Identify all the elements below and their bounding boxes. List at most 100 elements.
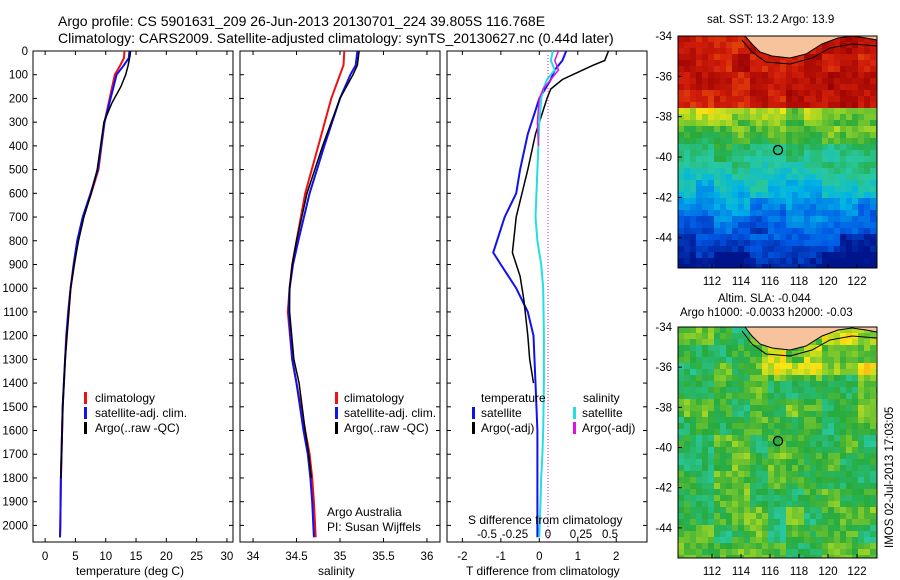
map-cell xyxy=(756,387,762,393)
map-cell xyxy=(864,435,870,441)
map-cell xyxy=(786,126,792,132)
map-cell xyxy=(816,138,822,144)
map-cell xyxy=(780,381,786,387)
map-cell xyxy=(750,459,756,465)
map-cell xyxy=(678,138,684,144)
depth-tick-label: 700 xyxy=(9,212,28,224)
map-cell xyxy=(840,84,846,90)
map-cell xyxy=(828,66,834,72)
map-cell xyxy=(864,393,870,399)
map-cell xyxy=(786,411,792,417)
map-cell xyxy=(840,186,846,192)
map-cell xyxy=(762,96,768,102)
map-cell xyxy=(852,90,858,96)
map-cell xyxy=(708,501,714,507)
map-cell xyxy=(816,555,822,558)
map-cell xyxy=(810,252,816,258)
map-cell xyxy=(738,252,744,258)
map-cell xyxy=(678,363,684,369)
map-cell xyxy=(756,138,762,144)
map-cell xyxy=(720,156,726,162)
map-cell xyxy=(846,204,852,210)
map-cell xyxy=(774,234,780,240)
map-cell xyxy=(810,96,816,102)
map-cell xyxy=(864,555,870,558)
map-cell xyxy=(870,537,876,543)
map-cell xyxy=(846,228,852,234)
map-cell xyxy=(756,210,762,216)
map-cell xyxy=(720,471,726,477)
map-cell xyxy=(774,549,780,555)
map-cell xyxy=(780,465,786,471)
map-cell xyxy=(828,150,834,156)
map-cell xyxy=(702,162,708,168)
map-cell xyxy=(690,357,696,363)
map-cell xyxy=(810,102,816,108)
map-cell xyxy=(750,114,756,120)
map-cell xyxy=(780,234,786,240)
map-cell xyxy=(804,246,810,252)
map-cell xyxy=(798,369,804,375)
map-cell xyxy=(708,525,714,531)
map-cell xyxy=(846,234,852,240)
map-cell xyxy=(708,423,714,429)
lon-tick-label: 118 xyxy=(790,276,808,288)
map-cell xyxy=(846,351,852,357)
map-cell xyxy=(858,351,864,357)
map-cell xyxy=(792,387,798,393)
map-cell xyxy=(690,216,696,222)
map-cell xyxy=(774,96,780,102)
map-cell xyxy=(744,459,750,465)
map-cell xyxy=(726,381,732,387)
map-cell xyxy=(804,435,810,441)
map-cell xyxy=(744,513,750,519)
map-cell xyxy=(852,429,858,435)
map-cell xyxy=(732,264,738,268)
map-cell xyxy=(738,228,744,234)
map-cell xyxy=(714,42,720,48)
map-cell xyxy=(858,387,864,393)
map-cell xyxy=(792,489,798,495)
map-cell xyxy=(756,363,762,369)
map-cell xyxy=(690,459,696,465)
map-cell xyxy=(798,90,804,96)
map-cell xyxy=(684,387,690,393)
map-cell xyxy=(690,126,696,132)
map-cell xyxy=(732,483,738,489)
map-cell xyxy=(792,114,798,120)
map-cell xyxy=(696,258,702,264)
map-cell xyxy=(780,501,786,507)
map-cell xyxy=(792,501,798,507)
map-cell xyxy=(702,264,708,268)
map-cell xyxy=(816,417,822,423)
map-cell xyxy=(864,228,870,234)
map-cell xyxy=(810,222,816,228)
map-cell xyxy=(678,264,684,268)
map-cell xyxy=(798,399,804,405)
map-cell xyxy=(702,108,708,114)
map-cell xyxy=(774,405,780,411)
map-cell xyxy=(864,162,870,168)
map-cell xyxy=(798,72,804,78)
map-cell xyxy=(720,240,726,246)
map-cell xyxy=(744,507,750,513)
map-cell xyxy=(750,162,756,168)
map-cell xyxy=(840,66,846,72)
map-cell xyxy=(744,96,750,102)
map-cell xyxy=(792,168,798,174)
map-cell xyxy=(708,351,714,357)
map-cell xyxy=(708,399,714,405)
map-cell xyxy=(852,222,858,228)
map-cell xyxy=(756,519,762,525)
legend-swatch-sal-satellite xyxy=(573,407,576,419)
map-cell xyxy=(846,387,852,393)
map-cell xyxy=(726,435,732,441)
map-cell xyxy=(840,405,846,411)
map-cell xyxy=(828,375,834,381)
map-cell xyxy=(798,525,804,531)
map-cell xyxy=(732,126,738,132)
map-cell xyxy=(798,132,804,138)
map-cell xyxy=(696,252,702,258)
map-cell xyxy=(690,405,696,411)
map-cell xyxy=(744,60,750,66)
